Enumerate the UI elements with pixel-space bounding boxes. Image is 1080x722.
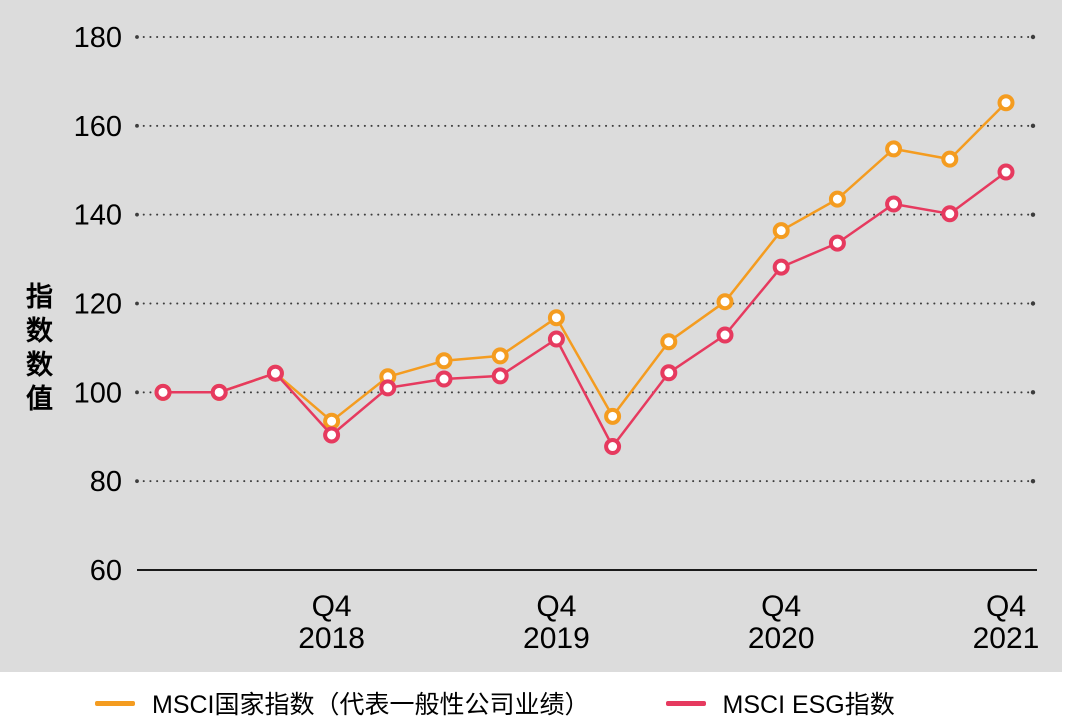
gridline-start-dot	[135, 35, 139, 39]
gridline-start-dot	[135, 479, 139, 484]
x-tick-quarter-2020: Q4	[761, 590, 801, 623]
data-point-country-11	[772, 222, 790, 240]
y-tick-label-100: 100	[74, 377, 122, 409]
plot-panel: 60 80 100 120 140 160 180 Q4 2018 Q4 2019 Q4 2020 Q4 2…	[0, 0, 1062, 672]
legend-item-msci-esg: MSCI ESG指数	[665, 685, 895, 721]
x-tick-quarter-2021: Q4	[986, 590, 1026, 623]
series-line-msci-country	[163, 101, 1007, 423]
data-point-country-6	[491, 347, 509, 365]
data-point-esg-8	[604, 438, 622, 456]
legend-label-esg: MSCI ESG指数	[722, 691, 895, 719]
gridline-start-dot	[135, 123, 139, 128]
data-point-country-12	[828, 190, 846, 208]
y-tick-label-120: 120	[74, 289, 122, 321]
x-tick-quarter-2018: Q4	[312, 590, 352, 623]
y-tick-label-80: 80	[90, 466, 122, 498]
gridline-start-dot	[135, 390, 139, 395]
data-point-esg-7	[547, 330, 565, 348]
line-chart: 6080100120140160180Q42018Q42019Q42020Q42…	[74, 22, 1040, 655]
data-point-esg-14	[941, 205, 959, 223]
gridline-end-dot	[1030, 123, 1036, 129]
gridline-end-dot	[1030, 301, 1036, 306]
data-point-esg-5	[435, 370, 453, 388]
y-tick-label-160: 160	[74, 111, 122, 143]
data-point-esg-3	[323, 426, 341, 444]
data-point-esg-13	[885, 195, 903, 213]
y-tick-label-140: 140	[74, 200, 122, 232]
data-point-country-5	[435, 352, 453, 370]
gridline-end-dot	[1030, 390, 1036, 395]
data-point-country-13	[885, 140, 903, 158]
data-point-country-10	[716, 293, 734, 311]
series-line-msci-esg	[163, 170, 1007, 448]
data-point-esg-1	[210, 383, 228, 401]
data-point-country-8	[604, 407, 622, 425]
data-point-esg-12	[828, 234, 846, 252]
data-point-esg-10	[716, 326, 734, 344]
x-tick-year-2019: 2019	[523, 622, 590, 655]
data-point-country-14	[941, 150, 959, 168]
legend-line-swatch-esg	[665, 700, 706, 706]
data-point-esg-4	[379, 379, 397, 397]
gridline-end-dot	[1030, 212, 1036, 217]
data-point-country-7	[547, 309, 565, 327]
x-tick-quarter-2019: Q4	[536, 590, 576, 623]
data-point-esg-15	[997, 163, 1015, 181]
y-axis-title: 指数数值	[22, 282, 52, 418]
x-tick-year-2020: 2020	[748, 622, 815, 655]
y-tick-label-180: 180	[74, 22, 122, 54]
x-tick-year-2021: 2021	[973, 622, 1040, 655]
data-point-esg-2	[266, 364, 284, 382]
gridline-end-dot	[1030, 478, 1036, 484]
data-point-country-3	[323, 412, 341, 430]
y-tick-label-60: 60	[90, 555, 122, 587]
data-point-country-15	[997, 94, 1015, 112]
data-point-esg-9	[660, 364, 678, 382]
data-point-esg-6	[491, 367, 509, 385]
data-point-esg-0	[154, 383, 172, 401]
legend-line-swatch-country	[95, 700, 135, 706]
gridline-start-dot	[135, 212, 139, 217]
gridline-end-dot	[1030, 34, 1036, 40]
data-point-esg-11	[772, 258, 790, 276]
legend-label-country: MSCI国家指数（代表一般性公司业绩）	[152, 691, 590, 719]
data-point-country-9	[660, 333, 678, 351]
legend-item-msci-country: MSCI国家指数（代表一般性公司业绩）	[95, 685, 590, 721]
legend: MSCI国家指数（代表一般性公司业绩） MSCI ESG指数	[0, 686, 1080, 720]
gridline-start-dot	[135, 301, 139, 306]
x-tick-year-2018: 2018	[298, 622, 365, 655]
